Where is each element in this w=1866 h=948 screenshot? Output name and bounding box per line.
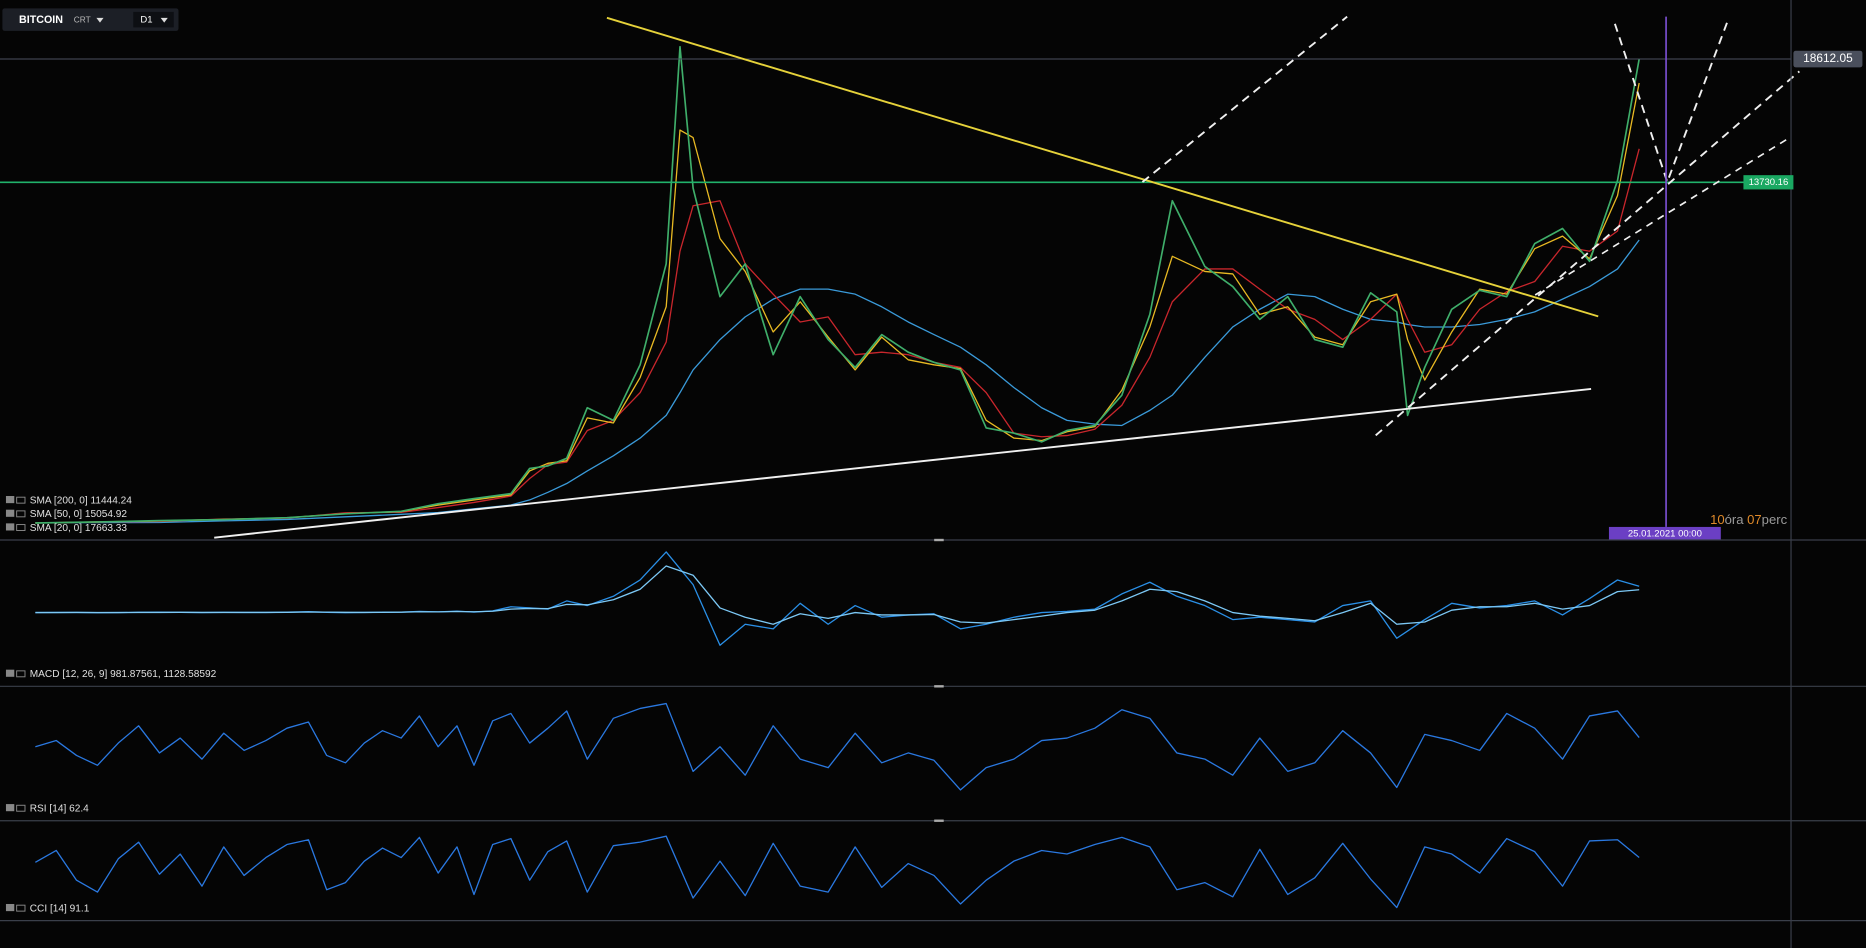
countdown-minutes: 07 — [1747, 512, 1762, 527]
trend-line — [606, 16, 1599, 318]
countdown-hours: 10 — [1710, 512, 1725, 527]
last-price-box — [1793, 50, 1863, 68]
timeframe[interactable]: D1 — [140, 15, 152, 26]
legend-icon — [16, 510, 26, 518]
legend-icon — [16, 670, 26, 678]
countdown-hours-unit: óra — [1725, 512, 1745, 527]
panel-title: MACD [12, 26, 9] 981.87561, 1128.58592 — [30, 669, 217, 680]
legend-icon — [5, 804, 15, 812]
legend-icon — [5, 669, 15, 677]
cursor-label-box — [1608, 526, 1721, 541]
cursor-label: 25.01.2021 00:00 — [1628, 529, 1702, 540]
resize-handle[interactable] — [934, 819, 944, 822]
drawings: 25.01.2021 00:00 10óra 07perc — [214, 15, 1800, 541]
legend-icon — [5, 903, 15, 912]
dashed-line — [1534, 136, 1792, 296]
level-box — [1743, 175, 1794, 190]
legend-icon — [16, 804, 26, 812]
symbol[interactable]: BITCOIN — [19, 14, 63, 26]
countdown: 10óra 07perc — [1710, 512, 1787, 527]
dropdown-arrow[interactable] — [96, 17, 104, 23]
resize-handle[interactable] — [934, 685, 944, 688]
panel-title: CCI [14] 91.1 — [30, 903, 90, 914]
legend-entry: SMA [50, 0] 15054.92 — [30, 509, 128, 520]
countdown-minutes-unit: perc — [1762, 512, 1788, 527]
legend-entry: SMA [20, 0] 17663.33 — [30, 523, 128, 534]
dashed-line — [1375, 70, 1800, 437]
legend-icon — [5, 496, 15, 504]
line-series — [35, 565, 1640, 625]
legend-icon — [16, 904, 26, 912]
data-layer — [0, 45, 1792, 909]
timeframe-box[interactable] — [133, 11, 174, 28]
legend-entry: SMA [200, 0] 11444.24 — [30, 495, 133, 506]
dashed-line — [1141, 15, 1348, 183]
line-series — [35, 702, 1640, 791]
label-layer: 13730.16 18612.05 SMA [200, 0] 11444.24 SMA… — [5, 50, 1863, 914]
legend-icon — [16, 524, 26, 531]
dropdown-arrow[interactable] — [160, 17, 168, 23]
level-label: 13730.16 — [1749, 177, 1789, 188]
panel-title: RSI [14] 62.4 — [30, 804, 89, 815]
line-series — [35, 835, 1640, 909]
legend-icon — [16, 496, 26, 504]
toolbar: BITCOIN CRT D1 — [2, 8, 179, 31]
legend-icon — [5, 523, 15, 531]
resize-handle[interactable] — [934, 538, 944, 542]
legend-icon — [5, 509, 15, 517]
line-series — [35, 45, 1640, 524]
last-price-label: 18612.05 — [1803, 51, 1853, 65]
chart-type[interactable]: CRT — [74, 14, 91, 24]
trend-line — [214, 388, 1592, 539]
line-series — [35, 82, 1640, 524]
